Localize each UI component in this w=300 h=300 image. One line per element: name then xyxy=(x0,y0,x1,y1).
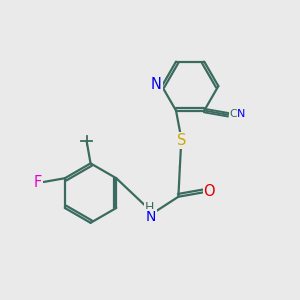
Text: S: S xyxy=(177,133,186,148)
Text: N: N xyxy=(151,77,162,92)
Text: N: N xyxy=(237,109,245,119)
Text: N: N xyxy=(146,210,156,224)
Text: O: O xyxy=(203,184,215,199)
Text: F: F xyxy=(34,175,42,190)
Text: C: C xyxy=(229,109,237,119)
Text: H: H xyxy=(145,201,154,214)
